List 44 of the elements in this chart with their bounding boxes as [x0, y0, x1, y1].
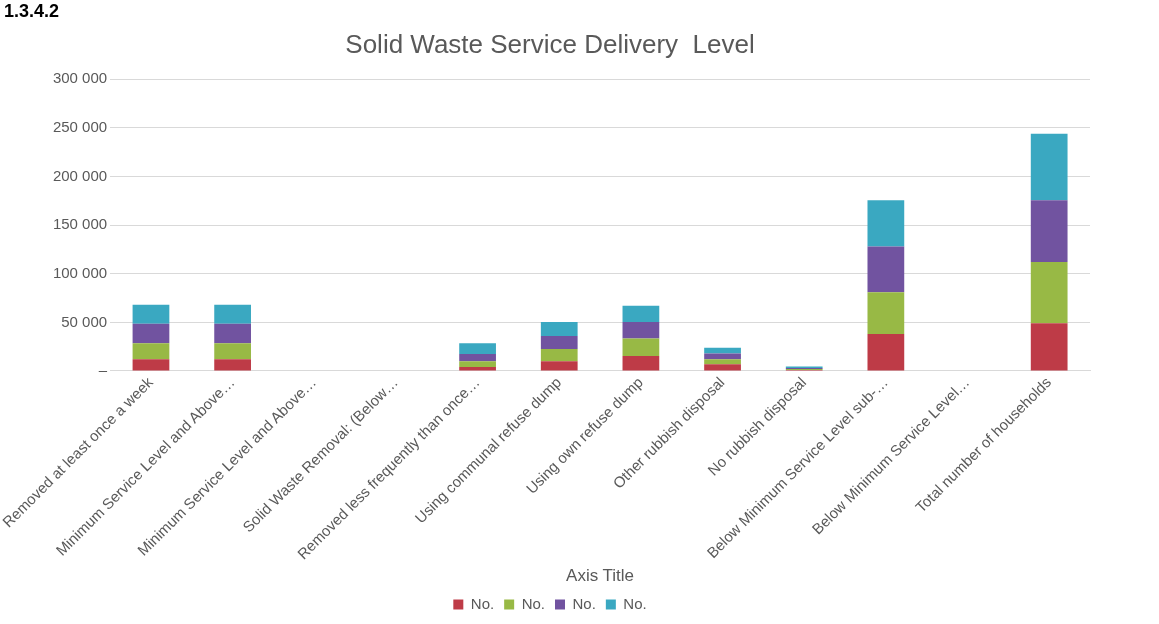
- bar: [540, 361, 578, 371]
- bar: [867, 200, 905, 247]
- bar: [459, 343, 496, 354]
- bar: [540, 335, 578, 350]
- bar: [214, 343, 251, 360]
- bar: [1030, 262, 1068, 324]
- bar: [704, 359, 741, 365]
- y-tick-label: 250 000: [52, 117, 108, 135]
- bar: [867, 334, 905, 371]
- legend-label: No.: [521, 594, 545, 612]
- y-tick-label: 200 000: [52, 166, 108, 184]
- text: 1.3.4.2: [4, 1, 60, 21]
- bar: [214, 323, 251, 344]
- bar: [132, 323, 170, 344]
- bar: [540, 321, 578, 336]
- bar: [540, 349, 578, 362]
- bar: [214, 359, 251, 371]
- bar: [1030, 323, 1068, 371]
- bar: [704, 353, 741, 360]
- bar: [459, 361, 496, 368]
- bar: [1030, 133, 1068, 201]
- legend-label: No.: [470, 594, 495, 612]
- legend-label: No.: [623, 594, 647, 612]
- y-tick-label: 300 000: [52, 69, 108, 87]
- bar: [867, 292, 905, 335]
- legend-label: No.: [572, 594, 596, 612]
- bar: [459, 353, 496, 362]
- bar: [622, 355, 660, 371]
- y-tick-label: 50 000: [61, 312, 108, 330]
- y-tick-label: –: [98, 361, 108, 379]
- bar: [1030, 200, 1068, 263]
- bar: [622, 338, 660, 356]
- y-tick-label: 150 000: [52, 215, 108, 233]
- bar: [704, 364, 741, 371]
- bar: [867, 246, 905, 293]
- bar: [622, 305, 660, 322]
- bar: [132, 304, 170, 324]
- y-tick-label: 100 000: [52, 263, 108, 281]
- chart-title: Solid Waste Service Delivery Level: [345, 28, 755, 59]
- x-axis-title: Axis Title: [566, 566, 635, 586]
- bar: [214, 304, 251, 324]
- bar: [132, 359, 170, 371]
- bar: [132, 343, 170, 360]
- bar: [622, 321, 660, 339]
